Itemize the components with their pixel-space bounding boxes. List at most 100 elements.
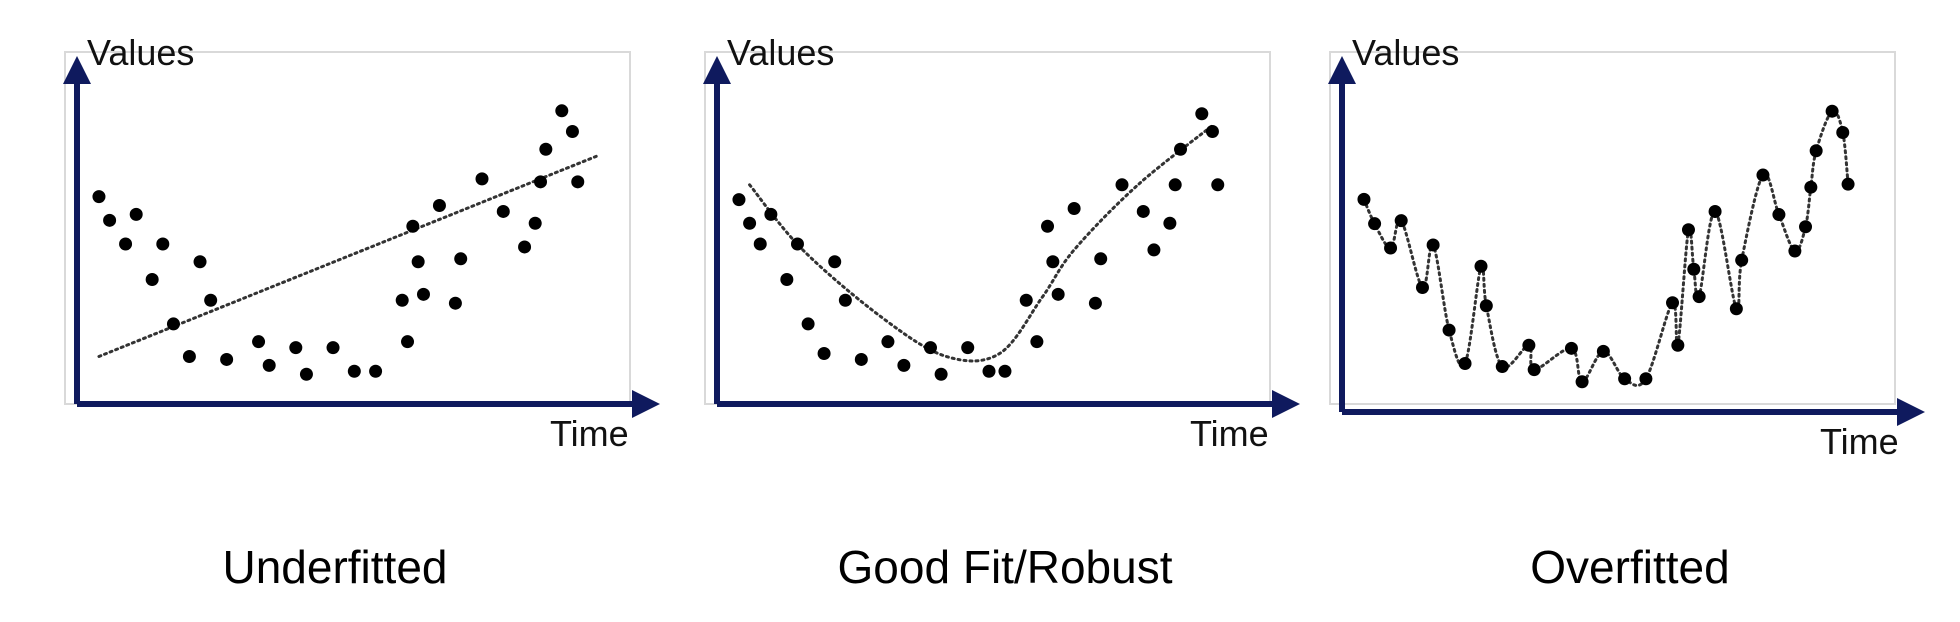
data-point: [1094, 252, 1108, 266]
data-point: [395, 293, 409, 307]
data-point: [1051, 287, 1065, 301]
data-points-group: [92, 104, 585, 381]
data-point: [1527, 363, 1541, 377]
x-axis-arrow: [632, 390, 660, 418]
data-point: [1426, 238, 1440, 252]
x-axis-label: Time: [1190, 413, 1269, 454]
data-point: [1168, 178, 1182, 192]
data-point: [998, 364, 1012, 378]
x-axis-arrow: [1272, 390, 1300, 418]
data-point: [1522, 338, 1536, 352]
data-point: [411, 255, 425, 269]
data-point: [1681, 223, 1695, 237]
caption-overfitted: Overfitted: [1530, 541, 1730, 593]
data-point: [1019, 293, 1033, 307]
data-point: [518, 240, 532, 254]
overfitted-plot: Values Time: [1328, 32, 1925, 462]
data-point: [401, 335, 415, 349]
plot-frame: [704, 51, 1271, 405]
data-point: [1841, 177, 1855, 191]
data-point: [790, 237, 804, 251]
data-point: [432, 199, 446, 213]
data-point: [817, 347, 831, 361]
data-point: [220, 352, 234, 366]
data-point: [326, 341, 340, 355]
data-point: [881, 335, 895, 349]
data-point: [1474, 259, 1488, 273]
data-point: [1067, 201, 1081, 215]
caption-good-fit: Good Fit/Robust: [837, 541, 1173, 593]
data-point: [1639, 372, 1653, 386]
fit-curve-group: [748, 124, 1214, 363]
plot-frame: [1329, 51, 1896, 405]
data-point: [539, 142, 553, 156]
data-point: [166, 317, 180, 331]
data-point: [1692, 290, 1706, 304]
data-point: [1804, 180, 1818, 194]
data-point: [780, 273, 794, 287]
y-axis-arrow: [703, 56, 731, 84]
data-point: [1799, 220, 1813, 234]
data-point: [743, 216, 757, 230]
data-point: [145, 273, 159, 287]
data-point: [555, 104, 569, 118]
data-point: [1163, 216, 1177, 230]
data-point: [1458, 357, 1472, 371]
data-point: [961, 341, 975, 355]
data-point: [1735, 253, 1749, 267]
data-point: [1618, 372, 1632, 386]
data-point: [838, 293, 852, 307]
data-point: [262, 358, 276, 372]
data-point: [475, 172, 489, 186]
data-point: [1825, 104, 1839, 118]
plot-frame: [64, 51, 631, 405]
data-point: [1596, 344, 1610, 358]
data-point: [347, 364, 361, 378]
data-point: [828, 255, 842, 269]
data-point: [764, 207, 778, 221]
data-point: [369, 364, 383, 378]
data-point: [1772, 208, 1786, 222]
data-point: [1666, 296, 1680, 310]
data-point: [1205, 125, 1219, 139]
data-point: [571, 175, 585, 189]
data-point: [156, 237, 170, 251]
y-axis-label: Values: [1352, 32, 1459, 73]
data-point: [496, 204, 510, 218]
data-point: [1575, 375, 1589, 389]
data-point: [1756, 168, 1770, 182]
data-point: [1368, 217, 1382, 231]
data-point: [1136, 204, 1150, 218]
y-axis-arrow: [63, 56, 91, 84]
data-point: [1195, 107, 1209, 121]
data-point: [753, 237, 767, 251]
data-point: [1836, 125, 1850, 139]
data-point: [854, 352, 868, 366]
data-point: [129, 207, 143, 221]
data-point: [528, 216, 542, 230]
good-fit-plot: Values Time: [703, 32, 1300, 454]
data-point: [1357, 192, 1371, 206]
data-point: [1809, 144, 1823, 158]
data-point: [1088, 296, 1102, 310]
data-point: [1729, 302, 1743, 316]
data-point: [119, 237, 133, 251]
data-point: [1671, 338, 1685, 352]
data-point: [1147, 243, 1161, 257]
data-point: [92, 190, 106, 204]
x-axis-label: Time: [550, 413, 629, 454]
chart-overfitted: Values Time: [1320, 0, 1960, 470]
data-point: [1174, 142, 1188, 156]
data-point: [193, 255, 207, 269]
fit-line-group: [97, 153, 601, 358]
data-point: [406, 219, 420, 233]
data-point: [982, 364, 996, 378]
data-point: [448, 296, 462, 310]
data-point: [732, 193, 746, 207]
underfitted-plot: Values Time: [63, 32, 660, 454]
data-point: [1708, 205, 1722, 219]
data-point: [103, 213, 117, 227]
data-points-group: [732, 107, 1225, 381]
y-axis-arrow: [1328, 56, 1356, 84]
data-point: [182, 349, 196, 363]
